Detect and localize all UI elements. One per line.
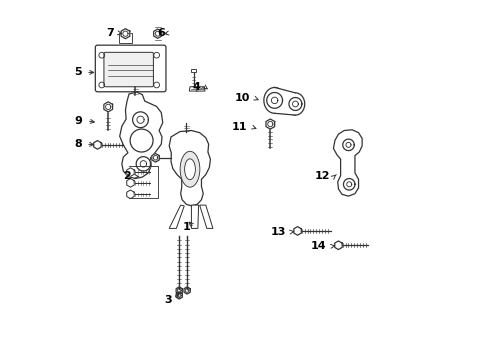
Polygon shape — [266, 93, 282, 108]
Polygon shape — [333, 130, 362, 196]
Text: 12: 12 — [314, 171, 329, 181]
Polygon shape — [176, 292, 182, 299]
Bar — [190, 69, 196, 72]
Polygon shape — [293, 226, 301, 235]
Text: 5: 5 — [74, 67, 81, 77]
Polygon shape — [265, 119, 274, 129]
Polygon shape — [120, 92, 163, 179]
Text: 9: 9 — [74, 116, 82, 126]
Polygon shape — [169, 205, 184, 228]
Text: 4: 4 — [192, 82, 200, 92]
Text: 10: 10 — [234, 93, 250, 103]
Polygon shape — [132, 112, 148, 128]
Polygon shape — [126, 190, 134, 199]
Polygon shape — [169, 131, 210, 206]
Bar — [119, 33, 132, 43]
Polygon shape — [274, 87, 295, 115]
Polygon shape — [199, 205, 212, 228]
Text: 3: 3 — [164, 295, 172, 305]
Polygon shape — [126, 179, 134, 187]
Polygon shape — [191, 205, 198, 228]
Polygon shape — [176, 287, 182, 294]
Text: 8: 8 — [74, 139, 81, 149]
Polygon shape — [103, 102, 112, 112]
Ellipse shape — [184, 159, 195, 180]
Text: 7: 7 — [106, 28, 114, 38]
Polygon shape — [189, 87, 198, 91]
Polygon shape — [183, 287, 190, 294]
Polygon shape — [121, 29, 129, 39]
Polygon shape — [152, 153, 159, 162]
Text: 11: 11 — [231, 122, 247, 132]
Polygon shape — [342, 139, 353, 150]
Polygon shape — [334, 241, 342, 249]
Text: 1: 1 — [182, 222, 190, 232]
FancyBboxPatch shape — [95, 45, 165, 92]
Ellipse shape — [264, 87, 285, 113]
Polygon shape — [196, 87, 204, 91]
Text: 2: 2 — [123, 171, 131, 181]
Polygon shape — [94, 140, 101, 149]
Polygon shape — [153, 29, 162, 39]
Polygon shape — [288, 98, 301, 111]
Text: 6: 6 — [157, 28, 164, 38]
FancyBboxPatch shape — [104, 52, 153, 87]
Ellipse shape — [285, 93, 304, 115]
Polygon shape — [343, 179, 354, 190]
Polygon shape — [126, 168, 134, 176]
Ellipse shape — [180, 151, 200, 187]
Text: 14: 14 — [310, 241, 325, 251]
Polygon shape — [136, 157, 150, 171]
Text: 13: 13 — [270, 227, 285, 237]
